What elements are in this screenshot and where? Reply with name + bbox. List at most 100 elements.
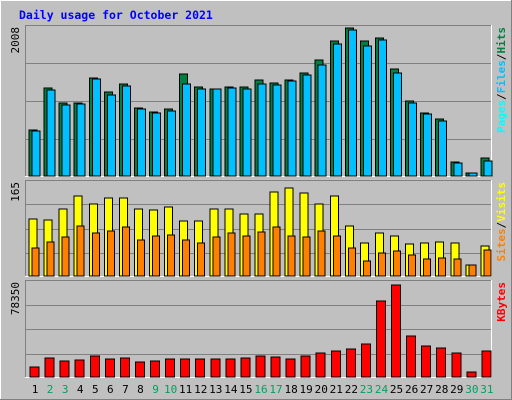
bar-files-day-22 <box>347 29 357 177</box>
bar-kbytes-day-2 <box>44 357 55 378</box>
bar-sites-day-20 <box>317 230 326 277</box>
x-tick-label: 6 <box>107 383 114 396</box>
bar-kbytes-day-19 <box>300 355 311 378</box>
legend-item-sites: Sites <box>495 228 508 261</box>
bar-files-day-16 <box>257 83 267 177</box>
bar-sites-day-5 <box>91 232 100 277</box>
bar-sites-day-11 <box>182 239 191 277</box>
x-tick-label: 9 <box>152 383 159 396</box>
x-tick-label: 23 <box>360 383 373 396</box>
bar-kbytes-day-21 <box>330 350 341 378</box>
legend-item-hits: Hits <box>495 27 508 54</box>
bar-sites-day-24 <box>377 252 386 277</box>
bar-sites-day-1 <box>31 247 40 277</box>
chart-panels: 2008Pages/Files/Hits165Sites/Visits78350… <box>9 25 508 378</box>
bar-files-day-26 <box>408 102 418 177</box>
x-tick-label: 31 <box>480 383 493 396</box>
x-tick-label: 28 <box>435 383 448 396</box>
bar-files-day-10 <box>167 110 177 177</box>
bar-kbytes-day-29 <box>451 352 462 378</box>
y-max-label-kbytes: 78350 <box>9 282 22 315</box>
bar-files-day-31 <box>483 160 493 177</box>
x-tick-label: 17 <box>269 383 282 396</box>
bar-kbytes-day-30 <box>466 371 477 378</box>
legend-item-files: Files <box>495 60 508 93</box>
bar-files-day-2 <box>46 89 56 177</box>
bar-sites-day-3 <box>61 236 70 277</box>
bar-kbytes-day-10 <box>165 358 176 378</box>
x-tick-label: 12 <box>194 383 207 396</box>
bar-files-day-20 <box>317 64 327 177</box>
bar-sites-day-15 <box>242 235 251 277</box>
bar-sites-day-28 <box>438 257 447 277</box>
x-tick-label: 2 <box>47 383 54 396</box>
bar-kbytes-day-5 <box>89 355 100 378</box>
x-tick-label: 20 <box>315 383 328 396</box>
bar-kbytes-day-28 <box>436 347 447 378</box>
bar-files-day-8 <box>136 108 146 177</box>
bar-sites-day-31 <box>483 249 492 277</box>
bar-kbytes-day-1 <box>29 366 40 378</box>
x-tick-label: 1 <box>32 383 39 396</box>
bar-kbytes-day-22 <box>345 348 356 378</box>
legend-item-pages: Pages <box>495 100 508 133</box>
bar-files-day-15 <box>242 88 252 177</box>
panel-visits: 165 Sites/Visits <box>9 180 508 277</box>
bar-sites-day-10 <box>167 234 176 277</box>
bar-sites-day-21 <box>332 235 341 277</box>
legend-separator: / <box>495 93 508 100</box>
bar-sites-day-9 <box>152 235 161 277</box>
bar-files-day-5 <box>91 78 101 177</box>
x-tick-label: 30 <box>465 383 478 396</box>
bar-files-day-18 <box>287 80 297 177</box>
x-tick-label: 13 <box>209 383 222 396</box>
bar-sites-day-8 <box>136 239 145 277</box>
bar-kbytes-day-12 <box>195 358 206 378</box>
bar-kbytes-day-14 <box>225 358 236 378</box>
bar-files-day-28 <box>438 120 448 177</box>
bar-files-day-7 <box>121 85 131 177</box>
bar-kbytes-day-31 <box>481 350 492 378</box>
chart-title: Daily usage for October 2021 <box>19 8 213 22</box>
bar-files-day-9 <box>152 112 162 177</box>
bar-sites-day-14 <box>227 232 236 277</box>
bar-sites-day-13 <box>212 236 221 277</box>
x-tick-label: 10 <box>164 383 177 396</box>
bar-kbytes-day-4 <box>74 359 85 378</box>
bar-sites-day-26 <box>408 254 417 277</box>
x-tick-label: 8 <box>137 383 144 396</box>
bar-sites-day-19 <box>302 236 311 277</box>
y-max-label-visits: 165 <box>9 182 22 202</box>
bar-kbytes-day-20 <box>315 352 326 378</box>
x-tick-label: 11 <box>179 383 192 396</box>
bar-kbytes-day-18 <box>285 358 296 378</box>
bar-files-day-17 <box>272 84 282 177</box>
bar-sites-day-18 <box>287 235 296 277</box>
bar-sites-day-22 <box>347 247 356 277</box>
x-tick-label: 25 <box>390 383 403 396</box>
x-tick-label: 18 <box>284 383 297 396</box>
x-tick-label: 26 <box>405 383 418 396</box>
x-tick-label: 24 <box>375 383 389 396</box>
bar-files-day-4 <box>76 103 86 177</box>
bar-sites-day-2 <box>46 241 55 277</box>
bar-sites-day-23 <box>362 260 371 277</box>
legend-separator: / <box>495 54 508 61</box>
x-tick-label: 16 <box>254 383 267 396</box>
bar-sites-day-7 <box>121 226 130 277</box>
bar-kbytes-day-11 <box>180 358 191 378</box>
bar-files-day-19 <box>302 74 312 177</box>
bar-kbytes-day-27 <box>421 345 432 378</box>
bar-kbytes-day-16 <box>255 355 266 378</box>
x-tick-label: 21 <box>330 383 343 396</box>
x-tick-label: 14 <box>224 383 238 396</box>
bar-files-day-6 <box>106 94 116 177</box>
legend-hits: Pages/Files/Hits <box>495 27 508 133</box>
x-tick-label: 27 <box>420 383 433 396</box>
bar-sites-day-30 <box>468 264 477 277</box>
bar-kbytes-day-25 <box>391 284 402 378</box>
legend-item-kbytes: KBytes <box>495 282 508 322</box>
bar-files-day-24 <box>377 39 387 177</box>
